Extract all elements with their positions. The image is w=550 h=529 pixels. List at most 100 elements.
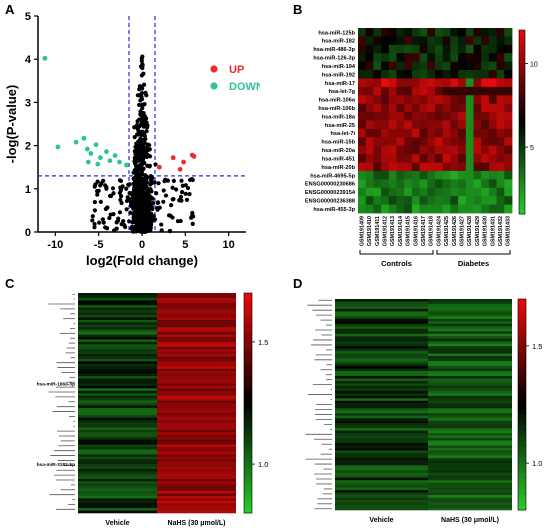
heatmap-cell [465,145,474,155]
heatmap-cell [427,170,436,180]
point-ns [133,188,139,193]
colorbar-segment [244,331,252,338]
heatmap-cell [419,120,428,130]
colorbar-segment [519,53,525,58]
heatmap-cell [419,78,428,88]
row-label: hsa-miR-4695-5p [310,173,355,179]
point-ns [126,182,131,187]
volcano-plot: 0 1 2 3 4 5 -10 -5 0 5 10 log2(Fold change) -log(P-v… [4,11,260,268]
heatmap-cell [388,53,397,63]
panel-label-d: D [293,276,303,291]
colorbar-segment [244,359,252,365]
point-ns [139,176,144,181]
heatmap-cell [481,36,490,46]
point-ns [141,71,146,76]
column-label: Vehicle [105,520,129,527]
row-label: hsa-miR-455-3p [313,207,355,213]
heatmap-cell [396,196,405,205]
heatmap-cell [496,44,505,54]
heatmap-cell [496,70,505,79]
heatmap-cell [428,301,512,305]
heatmap-cell [365,128,374,138]
heatmap-cell [78,332,157,335]
heatmap-cell [450,154,459,163]
heatmap-cell [157,354,236,357]
heatmap-cell [428,341,512,344]
group-bracket [359,250,434,255]
heatmap-cell [78,300,157,304]
colorbar-segment [519,149,525,155]
column-label: GSM191425 [444,216,450,246]
heatmap-cell [396,128,405,138]
heatmap-cell [388,154,397,163]
heatmap-cell [358,112,367,121]
colorbar-segment [519,186,525,192]
colorbar-segment [244,326,252,332]
heatmap-cell [481,28,490,37]
colorbar-segment [244,309,252,316]
point-ns [139,130,144,135]
point-ns [171,197,176,202]
heatmap-cell [365,120,374,130]
colorbar-segment [244,392,252,398]
heatmap-cell [396,44,405,54]
colorbar-segment [244,403,252,409]
colorbar-segment [518,314,526,321]
point-ns [111,228,117,233]
heatmap-cell [450,145,459,155]
heatmap-cell [396,162,405,172]
heatmap-cell [458,179,467,189]
heatmap-cell [358,103,367,113]
heatmap-cell [335,311,428,315]
heatmap-cell [78,376,157,379]
heatmap-cell [428,460,512,464]
colorbar-segment [244,304,252,310]
heatmap-cell [157,334,236,338]
heatmap-cell [427,128,436,138]
heatmap-cell [428,370,512,374]
heatmap-cell [358,120,367,130]
colorbar-segment [519,209,525,215]
heatmap-cell [473,44,482,54]
heatmap-cell [365,204,374,214]
point-up [170,155,176,161]
heatmap-cell [404,179,413,189]
heatmap-cell [157,307,236,311]
heatmap-cell [411,120,420,130]
point-ns [190,221,195,226]
point-ns [132,135,137,140]
heatmap-cell [458,120,467,130]
heatmap-cell [358,44,367,54]
heatmap-cell [381,154,390,163]
heatmap-cell [465,70,474,79]
point-down [124,162,129,168]
point-ns [90,214,95,219]
heatmap-cell [435,204,444,214]
heatmap-cell [442,145,451,155]
heatmap-cell [157,295,236,299]
heatmap-cell [335,502,428,506]
colorbar-segment [518,430,526,437]
point-up [156,164,162,170]
colorbar-tick-label: 10 [530,61,538,68]
heatmap-cell [78,334,157,338]
heatmap-cell [428,395,512,399]
point-ns [131,219,136,224]
colorbar-segment [519,126,525,132]
heatmap-cell [335,346,428,349]
row-label: hsa-miR-106b [318,106,355,112]
point-down [95,161,101,167]
heatmap-cell [157,297,236,301]
heatmap-cell [427,70,436,79]
point-up [191,154,197,159]
heatmap-cell [442,120,451,130]
colorbar-segment [519,131,525,137]
point-down [107,158,113,164]
colorbar-segment [519,80,525,86]
point-ns [180,183,185,188]
heatmap-cell [435,36,444,46]
heatmap-cell [419,44,428,54]
point-ns [139,170,144,176]
heatmap-cell [504,128,513,138]
heatmap-cell [373,128,382,138]
